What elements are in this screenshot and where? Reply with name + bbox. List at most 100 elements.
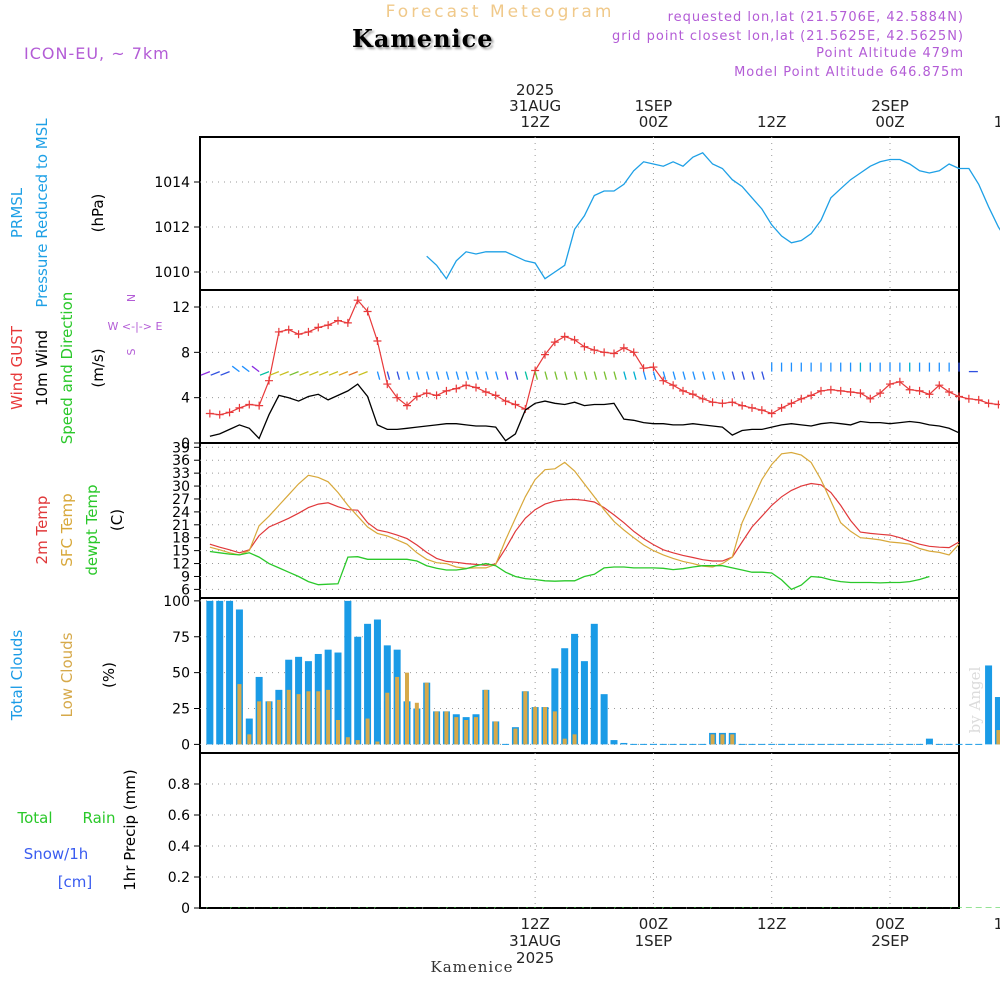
low-cloud-bar: [483, 689, 488, 745]
tick-label-temp: 33: [172, 466, 190, 482]
watermark: by Angel: [966, 666, 984, 733]
wind-direction-arrow: [761, 371, 765, 380]
time-label-bottom: 00Z: [639, 915, 668, 933]
gust-marker: [422, 389, 431, 398]
gust-marker: [964, 394, 973, 403]
gust-marker: [343, 318, 352, 327]
wind-direction-arrow: [251, 365, 260, 373]
tick-label-clouds: 75: [172, 630, 190, 646]
tick-label-pressure: 1012: [154, 220, 190, 236]
time-label-bottom: 2SEP: [871, 932, 909, 950]
total-cloud-bar: [590, 623, 598, 745]
wind-direction-arrow: [210, 370, 220, 376]
gust-marker: [915, 386, 924, 395]
wind-direction-arrow: [220, 370, 230, 376]
precip-bar: [975, 907, 982, 908]
tick-label-clouds: 50: [172, 666, 190, 682]
precip-unit: 1hr Precip (mm): [121, 769, 139, 890]
precip-label-cm: [cm]: [58, 873, 93, 891]
gust-marker: [777, 403, 786, 412]
total-cloud-bar: [226, 600, 234, 745]
panel-frame-pressure: [199, 136, 960, 291]
total-cloud-bar: [334, 652, 342, 745]
precip-bar: [532, 907, 539, 908]
total-cloud-bar: [620, 742, 628, 745]
tick-label-precip: 0.4: [168, 839, 190, 855]
total-cloud-bar: [561, 648, 569, 745]
gust-marker: [895, 377, 904, 386]
wind-direction-arrow: [534, 371, 539, 380]
precip-bar: [956, 907, 962, 908]
wind-direction-arrow: [358, 370, 368, 376]
precip-bar: [699, 907, 706, 908]
clouds-label-low: Low Clouds: [58, 632, 76, 717]
tick-label-temp: 36: [172, 453, 190, 469]
total-cloud-bar: [245, 718, 253, 745]
gust-marker: [491, 391, 500, 400]
precip-bar: [867, 907, 874, 908]
total-cloud-bar: [373, 619, 381, 745]
wind-direction-arrow: [554, 371, 558, 380]
precip-bar: [739, 907, 746, 908]
gust-marker: [452, 384, 461, 393]
gust-marker: [235, 403, 244, 412]
wind-direction-arrow: [279, 370, 289, 376]
wind-direction-arrow: [475, 371, 479, 380]
gust-marker: [935, 381, 944, 390]
gust-marker: [294, 330, 303, 339]
wind-direction-arrow: [435, 371, 440, 380]
gust-marker: [698, 394, 707, 403]
gust-marker: [807, 391, 816, 400]
tick-label-pressure: 1010: [154, 265, 190, 281]
wind-direction-arrow: [682, 371, 686, 380]
total-cloud-bar: [354, 636, 362, 745]
gust-marker: [856, 389, 865, 398]
wind-direction-arrow: [416, 371, 420, 380]
tick-label-precip: 0.8: [168, 777, 190, 793]
low-cloud-bar: [385, 692, 390, 745]
wind-direction-arrow: [318, 370, 329, 376]
precip-bar: [275, 907, 282, 908]
wind-direction-arrow: [623, 371, 627, 380]
total-cloud-bar: [551, 668, 559, 745]
gust-marker: [876, 389, 885, 398]
gust-marker: [481, 388, 490, 396]
gust-marker: [274, 327, 283, 336]
precip-bar: [315, 907, 322, 908]
gust-marker: [462, 381, 471, 390]
wind-direction-arrow: [633, 371, 637, 380]
gust-marker: [738, 401, 747, 410]
low-cloud-bar: [375, 741, 380, 745]
tick-label-wind: 12: [172, 300, 190, 316]
low-cloud-bar: [434, 711, 439, 745]
time-label-top: 00Z: [875, 113, 904, 131]
low-cloud-bar: [424, 682, 429, 745]
gust-marker: [925, 390, 934, 399]
gust-marker: [501, 397, 510, 406]
low-cloud-bar: [355, 740, 360, 745]
gust-marker: [560, 332, 569, 341]
gust-marker: [688, 390, 697, 399]
tick-label-temp: 12: [172, 557, 190, 573]
precip-bar: [965, 907, 972, 908]
precip-bar: [985, 907, 992, 908]
low-cloud-bar: [533, 707, 538, 745]
low-cloud-bar: [336, 719, 340, 745]
wind-direction-arrow: [504, 371, 509, 380]
gust-marker: [314, 323, 323, 332]
time-label-top: 2SEP: [871, 97, 909, 115]
panel-frame-precip: [199, 752, 960, 909]
time-label-top: 12Z: [757, 113, 786, 131]
low-cloud-bar: [523, 691, 528, 745]
time-label-top: 2025: [516, 81, 554, 99]
tick-label-precip: 0.6: [168, 808, 190, 824]
precip-bar: [404, 907, 410, 908]
wind-direction-arrow: [514, 371, 519, 380]
model-altitude: Model Point Altitude 646.875m: [734, 65, 964, 80]
gust-marker: [757, 406, 766, 415]
gust-marker: [550, 338, 559, 347]
precip-bar: [364, 907, 371, 908]
wind-direction-arrow: [613, 371, 617, 380]
wind-direction-arrow: [269, 370, 280, 376]
